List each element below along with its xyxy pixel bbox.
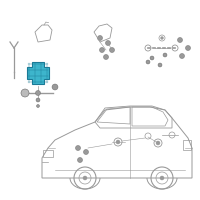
Circle shape	[150, 56, 154, 60]
Circle shape	[106, 40, 110, 46]
Circle shape	[84, 150, 88, 154]
Circle shape	[180, 53, 184, 58]
Circle shape	[52, 84, 58, 90]
Circle shape	[146, 60, 150, 64]
Circle shape	[104, 54, 108, 60]
Circle shape	[178, 38, 182, 43]
Circle shape	[186, 46, 190, 50]
Circle shape	[83, 176, 87, 180]
Circle shape	[100, 47, 104, 52]
Circle shape	[156, 141, 160, 145]
Circle shape	[76, 146, 80, 150]
Circle shape	[21, 89, 29, 97]
Circle shape	[36, 98, 40, 102]
Polygon shape	[27, 62, 49, 84]
Circle shape	[78, 158, 83, 162]
Circle shape	[116, 140, 120, 144]
Circle shape	[110, 47, 114, 52]
Circle shape	[158, 63, 162, 67]
Circle shape	[160, 176, 164, 180]
Bar	[43, 150, 53, 157]
Circle shape	[36, 90, 40, 96]
Circle shape	[98, 36, 102, 40]
Circle shape	[163, 53, 167, 57]
Bar	[183, 140, 191, 150]
Circle shape	[36, 104, 40, 108]
Circle shape	[160, 36, 164, 40]
